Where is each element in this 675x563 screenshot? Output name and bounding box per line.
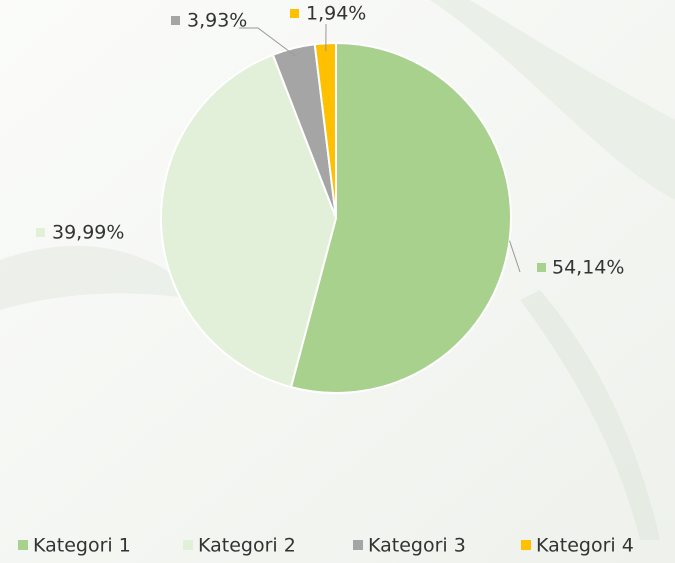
pie-slice (160, 53, 338, 389)
data-label: 1,94% (306, 3, 366, 25)
legend-label: Kategori 2 (198, 535, 296, 557)
data-label: 39,99% (52, 222, 124, 244)
label-marker (290, 9, 299, 18)
legend-marker (18, 540, 28, 550)
legend-label: Kategori 4 (536, 535, 634, 557)
leader-line (239, 27, 296, 57)
legend-marker (521, 540, 531, 550)
pie-slice (289, 41, 512, 394)
pie-slice (313, 41, 337, 219)
legend-marker (353, 540, 363, 550)
leader-line (509, 240, 521, 273)
legend-label: Kategori 1 (33, 535, 131, 557)
label-marker (171, 16, 180, 25)
leaf (0, 245, 200, 310)
legend-marker (183, 540, 193, 550)
data-label: 54,14% (552, 257, 624, 279)
legend-label: Kategori 3 (368, 535, 466, 557)
leaf (430, 0, 675, 200)
leaf (520, 290, 660, 540)
label-marker (537, 263, 546, 272)
label-marker (36, 228, 45, 237)
data-label: 3,93% (187, 10, 247, 32)
